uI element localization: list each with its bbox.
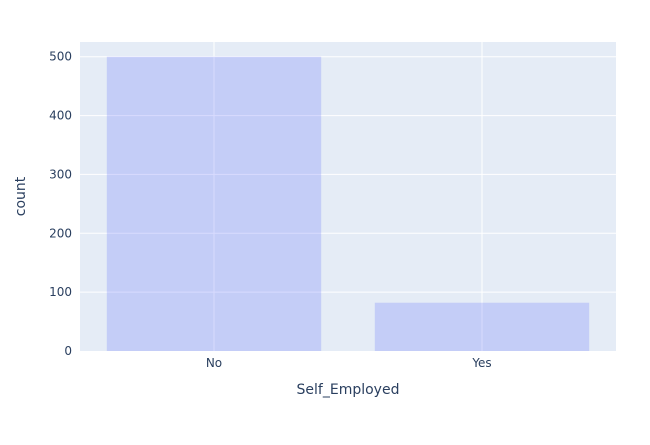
bar-no (106, 56, 322, 351)
x-axis-title: Self_Employed (297, 382, 400, 398)
gridlines (80, 42, 616, 351)
bars (106, 56, 590, 351)
y-tick-label: 100 (49, 285, 72, 299)
x-tick-labels: No Yes (206, 356, 492, 370)
y-tick-label: 400 (49, 109, 72, 123)
x-tick-label: No (206, 356, 222, 370)
plot-area (80, 42, 616, 351)
y-axis-title: count (13, 176, 29, 216)
y-tick-label: 200 (49, 226, 72, 240)
bar-yes (374, 302, 590, 351)
x-tick-label: Yes (471, 356, 491, 370)
y-tick-label: 300 (49, 167, 72, 181)
y-tick-labels: 0 100 200 300 400 500 (49, 50, 72, 358)
y-tick-label: 500 (49, 50, 72, 64)
y-tick-label: 0 (64, 344, 72, 358)
